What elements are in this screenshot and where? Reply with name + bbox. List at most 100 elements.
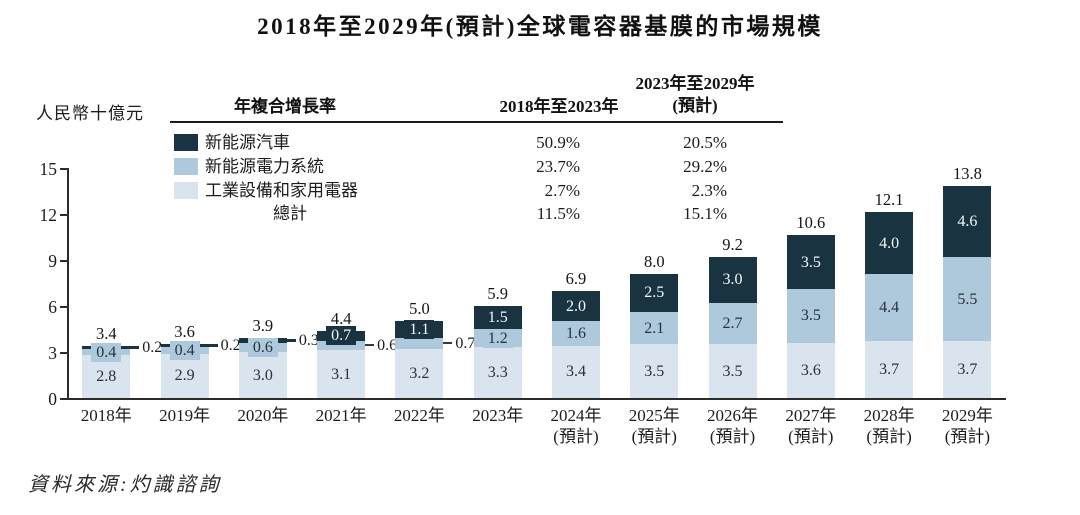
value-label-medium: 0.4 xyxy=(91,342,122,362)
x-axis-label: 2023年 xyxy=(443,405,553,426)
x-axis-label-year: 2027年 xyxy=(785,406,837,425)
bar-2020年-segment-light xyxy=(238,352,287,398)
x-axis-label: 2024年 (預計) xyxy=(521,405,631,447)
value-label-dark: 4.0 xyxy=(874,233,905,253)
value-label-light: 3.4 xyxy=(565,363,586,381)
value-label-light: 3.3 xyxy=(487,364,508,382)
x-axis-label-year: 2029年 xyxy=(941,406,993,425)
total-label: 12.1 xyxy=(874,190,904,210)
value-label-medium: 5.5 xyxy=(952,289,983,309)
legend-swatch-light xyxy=(174,182,198,199)
y-axis-line xyxy=(67,168,69,400)
y-axis-tick-label: 9 xyxy=(48,251,57,271)
x-axis-label-forecast: (預計) xyxy=(631,427,677,446)
bar-2021年-segment-light xyxy=(317,350,366,398)
bar-2025年-segment-light xyxy=(630,344,679,398)
legend-label: 新能源電力系統 xyxy=(205,157,324,176)
value-label-dark: 1.5 xyxy=(482,308,513,327)
value-label-medium: 2.1 xyxy=(639,318,670,338)
x-axis-label-forecast: (預計) xyxy=(553,427,599,446)
value-label-outside: 0.2 xyxy=(220,337,241,355)
total-label: 10.6 xyxy=(796,213,826,233)
total-label: 9.2 xyxy=(722,234,743,254)
value-label-dark: 1.1 xyxy=(404,320,435,340)
bar-2028年-segment-light xyxy=(865,341,914,398)
cagr-value-2023-2029: 20.5% xyxy=(683,133,727,152)
bar-2027年-segment-light xyxy=(786,342,835,398)
value-label-medium: 1.6 xyxy=(560,324,591,344)
x-axis-label: 2020年 xyxy=(208,405,318,426)
value-label-light: 3.7 xyxy=(879,361,900,379)
x-axis-label: 2019年 xyxy=(130,405,240,426)
table-header-rule xyxy=(170,121,783,123)
y-axis-tick-mark xyxy=(60,260,67,262)
cagr-column-header-2023-2029-line1: 2023年至2029年 xyxy=(635,74,755,93)
value-label-light: 2.9 xyxy=(174,367,195,385)
value-label-medium: 0.6 xyxy=(247,337,278,357)
x-axis-label-year: 2020年 xyxy=(237,406,289,425)
x-axis-label-year: 2025年 xyxy=(628,406,680,425)
total-label: 6.9 xyxy=(565,268,587,288)
x-axis-line xyxy=(67,398,1006,400)
x-axis-label-forecast: (預計) xyxy=(709,427,756,446)
value-label-dark: 2.0 xyxy=(560,296,591,316)
bar-2019年-segment-light xyxy=(160,353,209,398)
y-axis-tick-label: 0 xyxy=(48,389,57,409)
legend-label: 總計 xyxy=(273,204,307,223)
cagr-column-header-2023-2029: 2023年至2029年 (預計) xyxy=(595,73,795,117)
value-label-light: 3.5 xyxy=(722,362,743,380)
x-axis-label: 2028年 (預計) xyxy=(834,405,944,447)
bar-2023年-segment-light xyxy=(473,347,522,398)
value-label-medium: 0.4 xyxy=(169,340,200,360)
value-label-dark: 0.7 xyxy=(326,326,357,346)
value-label-light: 3.7 xyxy=(957,361,978,379)
x-axis-label: 2027年 (預計) xyxy=(756,405,866,447)
value-label-light: 3.1 xyxy=(331,365,352,383)
value-label-medium: 3.5 xyxy=(795,306,826,326)
value-label-light: 3.6 xyxy=(800,361,821,379)
legend-swatch-medium xyxy=(174,158,198,175)
leader-line xyxy=(208,344,218,348)
bar-2024年-segment-light xyxy=(551,345,600,398)
value-label-dark: 3.0 xyxy=(717,270,748,290)
cagr-value-2018-2023: 11.5% xyxy=(536,204,580,223)
cagr-value-2023-2029: 2.3% xyxy=(691,181,727,200)
total-label: 5.9 xyxy=(487,284,508,303)
value-label-medium: 1.2 xyxy=(482,328,513,348)
bar-2022年-segment-light xyxy=(395,348,444,398)
cagr-value-2018-2023: 50.9% xyxy=(536,133,580,152)
x-axis-label: 2029年 (預計) xyxy=(912,405,1022,447)
total-label: 3.4 xyxy=(95,323,117,343)
x-axis-label: 2018年 xyxy=(51,405,161,426)
value-label-outside: 0.3 xyxy=(298,332,319,349)
y-axis-tick-mark xyxy=(60,352,67,354)
value-label-outside: 0.7 xyxy=(455,335,476,353)
cagr-value-2018-2023: 2.7% xyxy=(544,181,580,200)
x-axis-label-forecast: (預計) xyxy=(944,427,991,446)
y-axis-tick-mark xyxy=(60,398,67,400)
x-axis-label: 2022年 xyxy=(364,405,474,426)
y-axis-tick-mark xyxy=(60,306,67,308)
cagr-value-2018-2023: 23.7% xyxy=(536,157,580,176)
x-axis-label-year: 2019年 xyxy=(159,406,211,425)
x-axis-label: 2025年 (預計) xyxy=(599,405,709,447)
cagr-table-header: 年複合增長率 xyxy=(234,97,336,116)
source-note: 資料來源:灼識諮詢 xyxy=(28,474,222,496)
value-label-dark: 2.5 xyxy=(639,283,670,303)
bar-2018年-segment-light xyxy=(82,355,131,398)
x-axis-label-year: 2028年 xyxy=(863,406,915,425)
x-axis-label-year: 2022年 xyxy=(393,406,445,425)
x-axis-label-year: 2026年 xyxy=(707,406,759,425)
cagr-value-2023-2029: 29.2% xyxy=(683,157,727,176)
y-axis-tick-mark xyxy=(60,168,67,170)
value-label-medium: 4.4 xyxy=(874,298,905,318)
x-axis-label-year: 2018年 xyxy=(80,406,132,425)
cagr-column-header-2023-2029-line2: (預計) xyxy=(672,96,718,115)
y-axis-tick-mark xyxy=(60,214,67,216)
bar-2021年-segment-medium xyxy=(317,341,366,351)
legend-label: 新能源汽車 xyxy=(205,133,290,152)
bar-2022年-segment-medium xyxy=(395,338,444,349)
x-axis-label-forecast: (預計) xyxy=(866,427,912,446)
x-axis-label: 2021年 xyxy=(286,405,396,426)
